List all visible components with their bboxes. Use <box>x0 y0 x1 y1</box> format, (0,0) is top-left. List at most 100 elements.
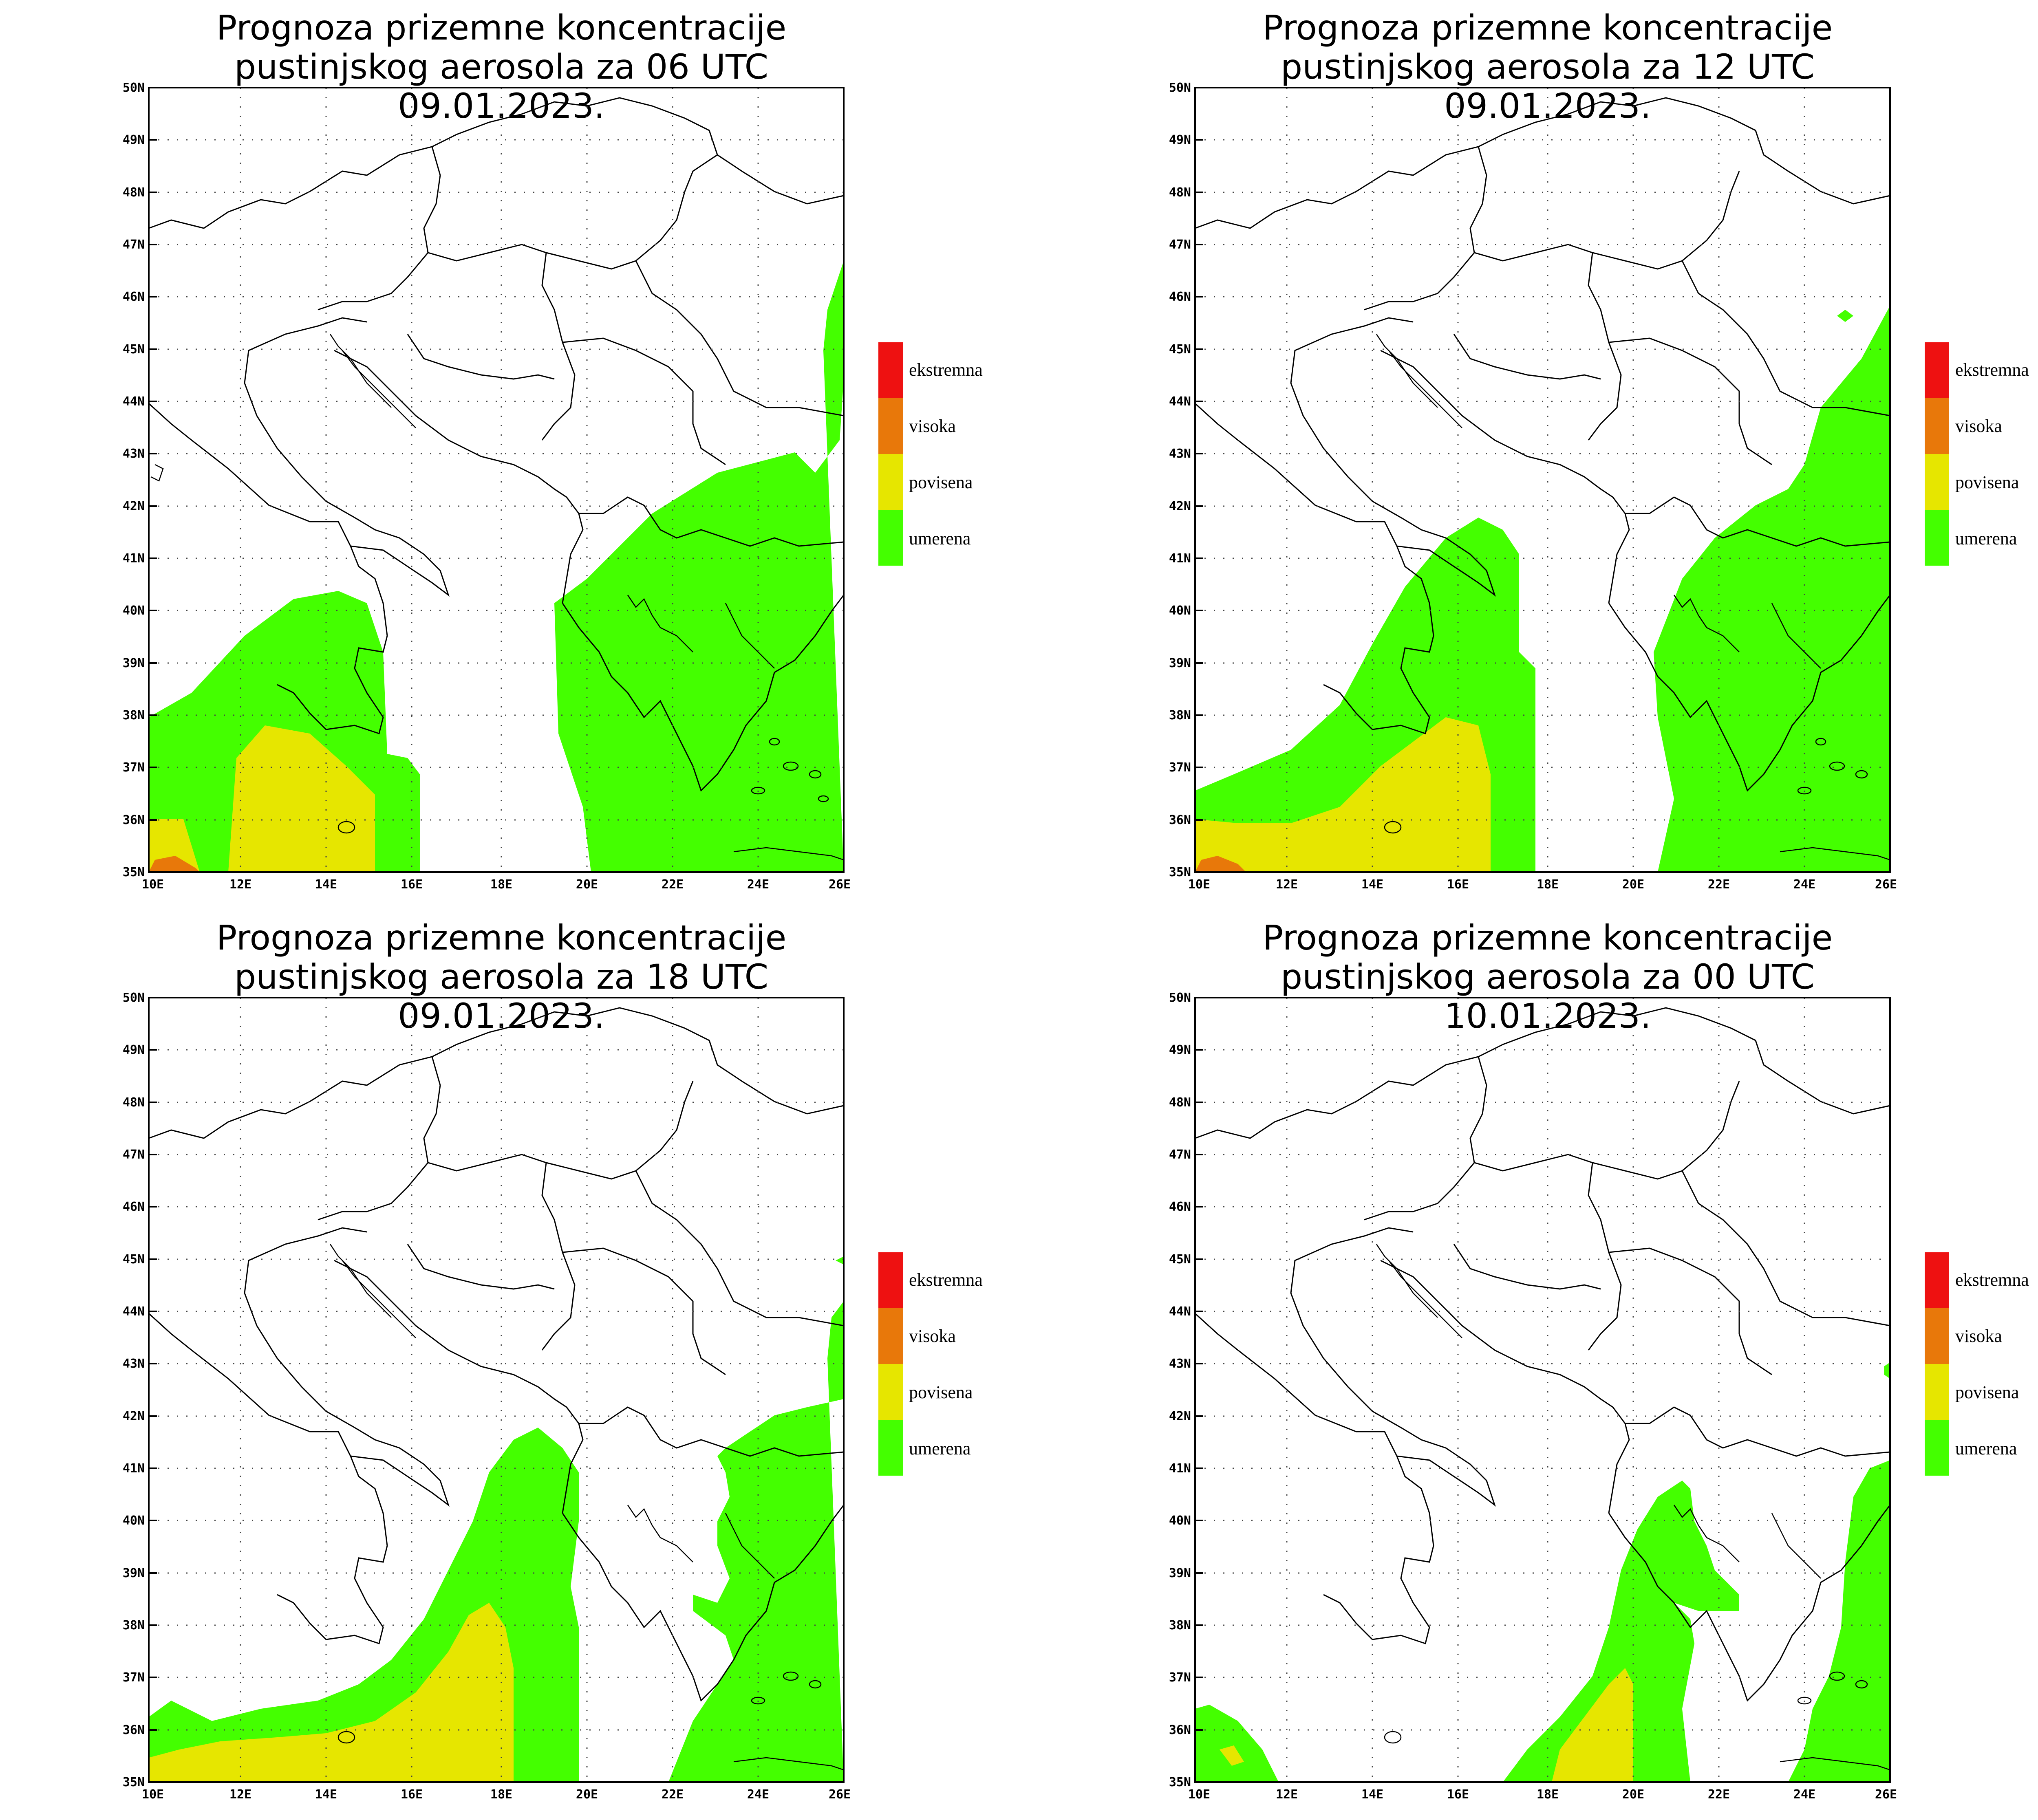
lat-label: 47N <box>123 1148 145 1162</box>
legend: ekstremna visoka povisena umerena <box>1925 342 2038 571</box>
forecast-map: 35N 36N 37N 38N 39N 40N 41N 42N 43N 44N … <box>123 991 851 1802</box>
lat-axis-ticks <box>1195 1049 1203 1731</box>
panel-06utc: Prognoza prizemne koncentracije pustinjs… <box>0 0 1046 910</box>
lon-label: 24E <box>747 1787 769 1802</box>
panel-12utc: Prognoza prizemne koncentracije pustinjs… <box>1046 0 2038 910</box>
lat-label: 40N <box>1169 604 1191 618</box>
legend-label: ekstremna <box>909 1270 983 1290</box>
panel-title-line1: Prognoza prizemne koncentracije <box>216 8 787 48</box>
lon-axis-labels: 10E 12E 14E 16E 18E 20E 22E 24E 26E <box>1188 877 1897 892</box>
lat-label: 45N <box>1169 1252 1191 1267</box>
panel-00utc: Prognoza prizemne koncentracije pustinjs… <box>1046 910 2038 1820</box>
lon-label: 18E <box>1537 877 1559 892</box>
lat-label: 49N <box>1169 1043 1191 1057</box>
legend-swatch-visoka <box>1925 398 1949 454</box>
lat-label: 35N <box>123 865 145 879</box>
lat-label: 43N <box>123 1357 145 1371</box>
lon-label: 22E <box>662 1787 684 1802</box>
legend-label: visoka <box>1955 1326 2002 1346</box>
lat-label: 38N <box>1169 708 1191 723</box>
lat-label: 42N <box>1169 499 1191 513</box>
forecast-map: 35N 36N 37N 38N 39N 40N 41N 42N 43N 44N … <box>123 81 851 892</box>
panel-title-line2: pustinjskog aerosola za 12 UTC 09.01.202… <box>1280 47 1815 126</box>
lat-label: 38N <box>1169 1618 1191 1633</box>
legend-swatch-umerena <box>878 510 903 566</box>
lon-label: 18E <box>490 877 512 892</box>
forecast-map: 35N 36N 37N 38N 39N 40N 41N 42N 43N 44N … <box>1169 81 1897 892</box>
lon-label: 24E <box>1793 1787 1815 1802</box>
lon-label: 14E <box>315 1787 337 1802</box>
lat-axis-labels: 35N 36N 37N 38N 39N 40N 41N 42N 43N 44N … <box>1169 991 1191 1789</box>
lat-axis-labels: 35N 36N 37N 38N 39N 40N 41N 42N 43N 44N … <box>123 81 145 879</box>
map-frame <box>148 997 845 1783</box>
lat-label: 36N <box>1169 1723 1191 1737</box>
legend-swatch-umerena <box>1925 1420 1949 1476</box>
lon-label: 20E <box>1622 877 1644 892</box>
graticule <box>1195 998 1890 1782</box>
lon-label: 20E <box>1622 1787 1644 1802</box>
lon-axis-labels: 10E 12E 14E 16E 18E 20E 22E 24E 26E <box>142 1787 851 1802</box>
map-frame <box>148 87 845 873</box>
legend: ekstremna visoka povisena umerena <box>878 342 1041 571</box>
lon-label: 18E <box>490 1787 512 1802</box>
lat-label: 39N <box>1169 656 1191 670</box>
legend-swatch-povisena <box>1925 454 1949 510</box>
legend: ekstremna visoka povisena umerena <box>878 1252 1041 1481</box>
legend-swatch-ekstremna <box>1925 342 1949 398</box>
graticule <box>1195 88 1890 872</box>
coastline-islands <box>1376 334 1890 861</box>
lon-label: 24E <box>1793 877 1815 892</box>
panel-title-line2: pustinjskog aerosola za 06 UTC 09.01.202… <box>234 47 769 126</box>
lat-label: 48N <box>123 1095 145 1110</box>
coastline-islands <box>1376 1244 1890 1771</box>
lat-axis-labels: 35N 36N 37N 38N 39N 40N 41N 42N 43N 44N … <box>1169 81 1191 879</box>
legend-swatch-visoka <box>1925 1308 1949 1364</box>
lat-label: 50N <box>1169 991 1191 1005</box>
legend-label: visoka <box>1955 416 2002 436</box>
dust-concentration-fields <box>1195 306 1890 872</box>
legend-label: ekstremna <box>1955 1270 2029 1290</box>
lat-label: 49N <box>123 1043 145 1057</box>
coastline-islands <box>329 1244 844 1771</box>
lat-axis-labels: 35N 36N 37N 38N 39N 40N 41N 42N 43N 44N … <box>123 991 145 1789</box>
legend-label: ekstremna <box>1955 360 2029 380</box>
lat-label: 45N <box>123 1252 145 1267</box>
lon-label: 22E <box>1708 877 1730 892</box>
lon-label: 14E <box>1361 1787 1383 1802</box>
lon-label: 10E <box>142 1787 164 1802</box>
lat-label: 42N <box>1169 1409 1191 1423</box>
legend-label: umerena <box>909 1439 971 1459</box>
lon-label: 16E <box>1447 877 1469 892</box>
lon-label: 26E <box>829 1787 851 1802</box>
coastlines-borders <box>1194 97 1891 792</box>
lat-label: 46N <box>123 1200 145 1214</box>
lon-label: 12E <box>229 1787 251 1802</box>
dust-concentration-fields <box>149 261 844 872</box>
legend-label: umerena <box>1955 529 2017 549</box>
lon-axis-labels: 10E 12E 14E 16E 18E 20E 22E 24E 26E <box>142 877 851 892</box>
lat-label: 37N <box>1169 760 1191 775</box>
lat-label: 47N <box>123 238 145 252</box>
coastlines-borders <box>148 1007 845 1702</box>
lat-axis-ticks <box>149 1049 157 1731</box>
lat-label: 41N <box>123 551 145 566</box>
graticule <box>149 88 844 872</box>
legend-swatch-umerena <box>1925 510 1949 566</box>
panel-title-line2: pustinjskog aerosola za 18 UTC 09.01.202… <box>234 957 769 1036</box>
lon-label: 10E <box>142 877 164 892</box>
panel-title-line1: Prognoza prizemne koncentracije <box>1262 8 1833 48</box>
map-frame <box>1194 87 1891 873</box>
lat-label: 47N <box>1169 1148 1191 1162</box>
legend-swatch-povisena <box>878 1364 903 1420</box>
legend-label: visoka <box>909 1326 956 1346</box>
coastlines-borders <box>1194 1007 1891 1702</box>
coastline-islands <box>150 334 844 861</box>
graticule <box>149 998 844 1782</box>
legend-label: umerena <box>1955 1439 2017 1459</box>
coastlines-borders <box>148 97 845 792</box>
legend-swatch-visoka <box>878 1308 903 1364</box>
lat-label: 46N <box>1169 290 1191 304</box>
lon-label: 12E <box>1276 1787 1298 1802</box>
lat-label: 39N <box>123 656 145 670</box>
lat-label: 47N <box>1169 238 1191 252</box>
